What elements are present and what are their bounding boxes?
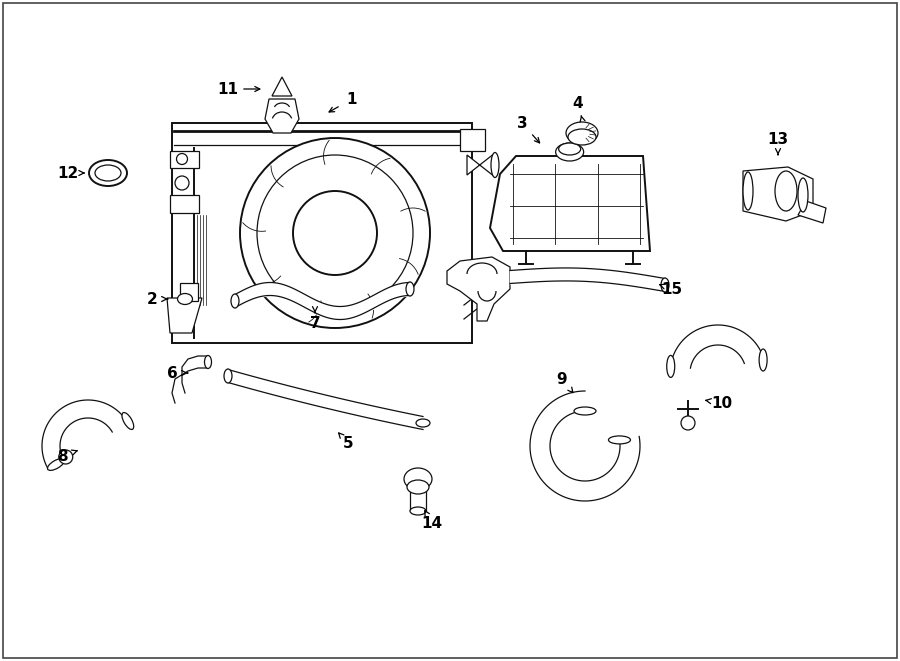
Text: 1: 1 bbox=[346, 91, 357, 106]
Text: 11: 11 bbox=[218, 81, 238, 97]
Circle shape bbox=[681, 416, 695, 430]
Ellipse shape bbox=[608, 436, 631, 444]
Polygon shape bbox=[42, 400, 128, 469]
Polygon shape bbox=[170, 195, 199, 213]
Circle shape bbox=[175, 176, 189, 190]
Polygon shape bbox=[265, 99, 299, 133]
Polygon shape bbox=[670, 325, 763, 368]
Text: 13: 13 bbox=[768, 132, 788, 147]
Text: 10: 10 bbox=[711, 395, 733, 410]
Polygon shape bbox=[798, 201, 826, 223]
Circle shape bbox=[176, 153, 187, 165]
Text: 4: 4 bbox=[572, 95, 583, 110]
Ellipse shape bbox=[798, 178, 808, 212]
Circle shape bbox=[58, 450, 73, 464]
Bar bbox=[180, 283, 198, 301]
Polygon shape bbox=[530, 391, 640, 501]
Polygon shape bbox=[447, 257, 510, 321]
Polygon shape bbox=[172, 356, 208, 403]
Text: 3: 3 bbox=[517, 116, 527, 130]
Circle shape bbox=[240, 138, 430, 328]
Polygon shape bbox=[167, 298, 202, 333]
Ellipse shape bbox=[48, 459, 65, 471]
Text: 8: 8 bbox=[57, 449, 68, 463]
Bar bbox=[460, 129, 485, 151]
Ellipse shape bbox=[95, 165, 121, 181]
Text: 5: 5 bbox=[343, 436, 354, 451]
Text: 2: 2 bbox=[147, 292, 158, 307]
Ellipse shape bbox=[491, 153, 499, 178]
Ellipse shape bbox=[574, 407, 596, 415]
Ellipse shape bbox=[555, 143, 584, 161]
Text: 14: 14 bbox=[421, 516, 443, 531]
Text: 12: 12 bbox=[58, 165, 78, 180]
Ellipse shape bbox=[231, 294, 239, 308]
Circle shape bbox=[257, 155, 413, 311]
Ellipse shape bbox=[743, 172, 753, 210]
Polygon shape bbox=[272, 77, 292, 96]
Text: 9: 9 bbox=[557, 371, 567, 387]
Text: 6: 6 bbox=[166, 366, 177, 381]
Ellipse shape bbox=[759, 349, 767, 371]
Polygon shape bbox=[170, 151, 199, 168]
Ellipse shape bbox=[407, 480, 429, 494]
Ellipse shape bbox=[568, 129, 596, 145]
Ellipse shape bbox=[566, 122, 598, 144]
Bar bbox=[410, 487, 426, 511]
Circle shape bbox=[293, 191, 377, 275]
Ellipse shape bbox=[177, 293, 193, 305]
Ellipse shape bbox=[122, 412, 134, 430]
Ellipse shape bbox=[224, 369, 232, 383]
Ellipse shape bbox=[204, 356, 212, 368]
Bar bbox=[172, 123, 472, 343]
Ellipse shape bbox=[559, 143, 580, 155]
Ellipse shape bbox=[661, 278, 669, 292]
Ellipse shape bbox=[404, 468, 432, 490]
Ellipse shape bbox=[410, 507, 426, 515]
Text: 7: 7 bbox=[310, 315, 320, 330]
Text: 15: 15 bbox=[662, 282, 682, 297]
Polygon shape bbox=[743, 167, 813, 221]
Ellipse shape bbox=[416, 419, 430, 427]
Ellipse shape bbox=[406, 282, 414, 296]
Polygon shape bbox=[467, 153, 495, 177]
Ellipse shape bbox=[667, 356, 675, 377]
Ellipse shape bbox=[89, 160, 127, 186]
Polygon shape bbox=[490, 156, 650, 251]
